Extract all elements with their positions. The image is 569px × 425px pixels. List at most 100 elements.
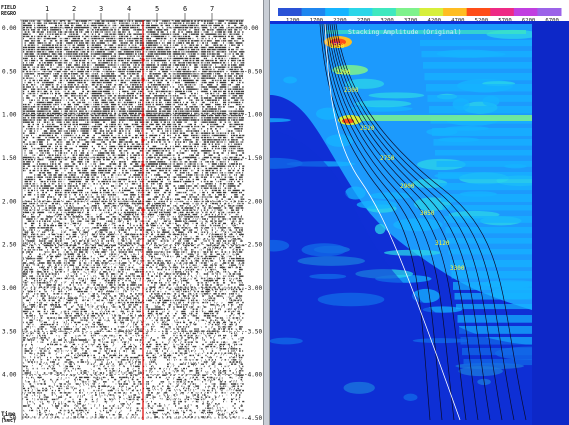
semblance-contours: [270, 24, 565, 425]
time-label-right: -1.50: [244, 155, 262, 162]
colorbar-swatch: [419, 8, 444, 16]
trace-gap: [35, 21, 38, 418]
semblance-band: [424, 73, 532, 81]
time-label-right: -4.00: [244, 372, 262, 379]
time-label-left: 3.00: [2, 285, 17, 292]
semblance-streak: [374, 223, 386, 235]
semblance-low-region: [270, 130, 532, 425]
velocity-annotation-label: 2900: [400, 183, 415, 190]
semblance-streak: [368, 92, 425, 99]
time-label-left: 1.00: [2, 112, 17, 119]
semblance-streak: [270, 118, 291, 123]
semblance-ridge: [360, 115, 532, 121]
trace-number-label: 2: [72, 5, 76, 13]
time-label-right: -3.00: [244, 285, 262, 292]
semblance-band: [435, 150, 532, 156]
colorbar-swatch: [325, 8, 350, 16]
seismic-gather-panel: FIELD REGRO 1 2 3 4 5 6 7 0.00 0.50 1.00 1.50 2.00…: [0, 0, 266, 425]
time-axis-right: 0.00 -0.50 -1.00 -1.50 -2.00 -2.50 -3.00 -3.50 -…: [244, 25, 262, 422]
velocity-annotation-label: 3050: [420, 210, 435, 217]
picked-velocity-curve[interactable]: [324, 23, 461, 421]
velocity-function-curve: [319, 23, 431, 421]
semblance-streak: [384, 249, 442, 256]
semblance-band: [432, 128, 532, 136]
cursor-pick-marker: [141, 78, 145, 82]
colorbar-swatch: [348, 8, 373, 16]
cursor-pick-marker: [141, 163, 145, 167]
trace-number-label: 5: [155, 5, 159, 13]
velocity-function-curve: [335, 23, 527, 421]
time-label-right: -0.50: [244, 68, 262, 75]
wiggle-traces: [21, 20, 245, 420]
semblance-band: [438, 172, 532, 180]
colorbar-swatch: [513, 8, 538, 16]
time-label-right: -4.50: [244, 415, 262, 422]
velocity-function-curve: [327, 23, 479, 421]
panel-splitter[interactable]: [263, 0, 270, 425]
semblance-band: [427, 95, 532, 102]
colorbar-swatch: [278, 8, 303, 16]
header-regro-label: REGRO: [1, 11, 16, 17]
velocity-annotation-label: 1750: [330, 43, 345, 50]
time-label-left: 4.50: [2, 415, 17, 422]
time-label-right: -3.50: [244, 328, 262, 335]
cursor-pick-marker: [141, 113, 145, 117]
velocity-annotation-label: 2200: [336, 69, 351, 76]
velocity-function-curve: [321, 23, 443, 421]
semblance-right-mask: [532, 21, 569, 425]
trace-number-label: 3: [99, 5, 103, 13]
trace-gap: [199, 21, 202, 418]
semblance-band: [448, 249, 532, 255]
trace-gap: [116, 21, 119, 418]
cursor-pick-marker: [141, 58, 145, 62]
semblance-band: [420, 40, 532, 47]
semblance-band: [444, 216, 532, 223]
time-axis-title: Time: [1, 411, 16, 418]
time-gridlines: [22, 27, 244, 419]
time-label-left: 2.00: [2, 198, 17, 205]
time-axis-unit: (sec): [1, 418, 16, 424]
trace-gap: [171, 21, 174, 418]
semblance-band: [441, 194, 532, 202]
colorbar-swatch: [537, 8, 562, 16]
semblance-band: [439, 183, 532, 191]
time-label-left: 0.50: [2, 68, 17, 75]
semblance-contour-view[interactable]: 1200170022002700320037004200470052005700…: [270, 0, 569, 425]
cursor-pick-marker: [141, 138, 145, 142]
trace-gap: [89, 21, 92, 418]
trace-gap: [226, 21, 229, 418]
semblance-band: [442, 205, 532, 211]
semblance-band: [426, 84, 532, 92]
semblance-top-ridge: [326, 30, 526, 34]
colorbar-swatch: [372, 8, 397, 16]
colorbar-swatch: [466, 8, 491, 16]
semblance-streak: [348, 105, 413, 112]
trace-number-labels: 1 2 3 4 5 6 7: [20, 5, 244, 420]
trace-number-label: 7: [210, 5, 214, 13]
trace-number-label: 6: [183, 5, 187, 13]
seismic-gather-view[interactable]: FIELD REGRO 1 2 3 4 5 6 7 0.00 0.50 1.00 1.50 2.00…: [0, 0, 266, 425]
semblance-band: [451, 271, 532, 279]
velocity-function-curve: [329, 23, 491, 421]
trace-gap: [62, 21, 65, 418]
cursor-pick-markers: [141, 46, 145, 212]
semblance-band: [433, 139, 532, 146]
semblance-streak: [283, 76, 297, 84]
semblance-streak: [354, 100, 412, 108]
semblance-streak: [356, 200, 398, 209]
semblance-streak: [345, 186, 366, 200]
time-label-right: -2.00: [244, 198, 262, 205]
cursor-pick-marker: [141, 46, 145, 50]
velocity-colorbar: [278, 8, 562, 16]
time-label-left: 3.50: [2, 328, 17, 335]
wiggle-trace-fill: [23, 20, 245, 418]
velocity-semblance-panel: 1200170022002700320037004200470052005700…: [270, 0, 569, 425]
semblance-band: [456, 304, 532, 310]
semblance-band: [436, 161, 532, 167]
velocity-function-curve: [323, 23, 455, 421]
velocity-annotation-label: 2750: [380, 155, 395, 162]
semblance-band: [457, 315, 532, 323]
velocity-function-curve: [333, 23, 515, 421]
trace-number-label: 4: [127, 5, 131, 13]
